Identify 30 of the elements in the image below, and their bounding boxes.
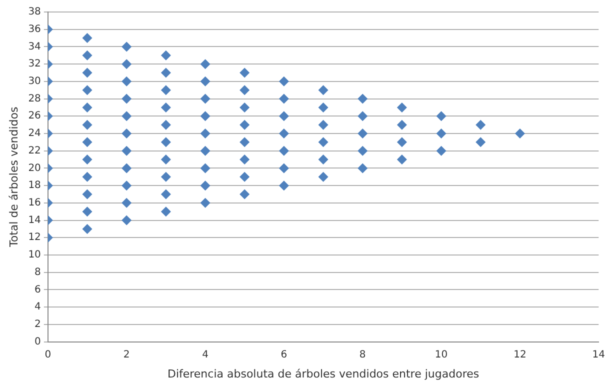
x-axis-title: Diferencia absoluta de árboles vendidos entre jugadores xyxy=(167,367,480,380)
x-tick-label: 14 xyxy=(592,349,606,360)
x-tick-label: 0 xyxy=(44,349,52,360)
y-tick-label: 34 xyxy=(28,41,41,52)
y-tick-label: 4 xyxy=(34,302,41,313)
y-tick-label: 30 xyxy=(28,76,41,88)
y-tick-label: 2 xyxy=(34,319,41,330)
y-tick-label: 6 xyxy=(34,284,41,296)
y-tick-label: 24 xyxy=(28,128,41,140)
y-tick-label: 8 xyxy=(34,266,41,278)
y-tick-label: 20 xyxy=(28,162,41,174)
y-tick-label: 22 xyxy=(28,145,41,156)
y-axis-title: Total de árboles vendidos xyxy=(7,106,20,248)
y-tick-label: 28 xyxy=(28,93,41,104)
y-tick-label: 18 xyxy=(28,180,41,192)
y-tick-label: 16 xyxy=(28,198,41,209)
y-tick-label: 0 xyxy=(34,336,41,348)
x-tick-label: 4 xyxy=(202,349,208,360)
y-tick-label: 14 xyxy=(28,214,41,226)
x-tick-label: 8 xyxy=(359,349,366,360)
y-tick-label: 36 xyxy=(28,24,41,35)
x-tick-label: 2 xyxy=(123,349,130,360)
y-tick-label: 38 xyxy=(28,6,41,18)
x-tick-label: 12 xyxy=(514,349,526,360)
x-tick-label: 6 xyxy=(280,349,288,360)
y-tick-label: 10 xyxy=(28,250,41,261)
y-tick-label: 26 xyxy=(28,110,41,122)
x-tick-label: 10 xyxy=(434,349,448,360)
y-tick-label: 12 xyxy=(28,232,41,244)
y-tick-label: 32 xyxy=(28,58,41,70)
